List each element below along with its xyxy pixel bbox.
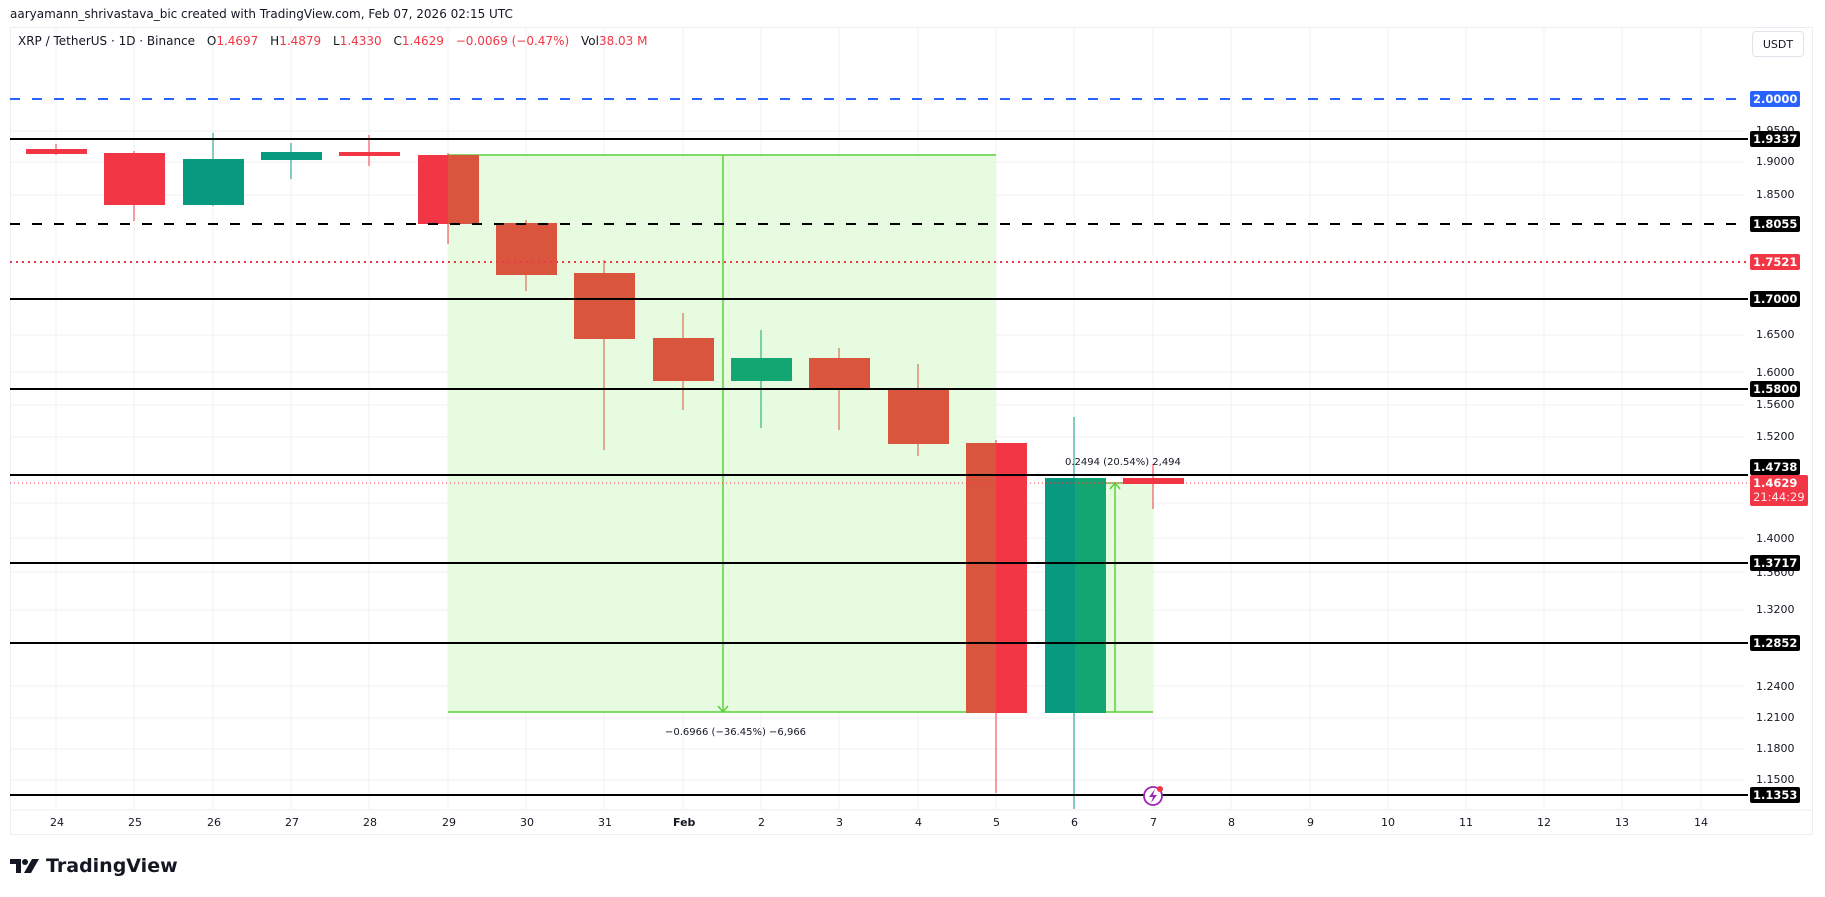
price-tag-1-2852: 1.2852 — [1750, 635, 1801, 651]
time-tick: 30 — [520, 816, 534, 829]
price-tick: 1.6000 — [1756, 366, 1795, 379]
time-tick: 11 — [1459, 816, 1473, 829]
high-label: H — [270, 34, 280, 48]
tradingview-logo-icon — [10, 859, 39, 873]
price-tick: 1.6500 — [1756, 328, 1795, 341]
price-tick: 1.4000 — [1756, 532, 1795, 545]
change-value: −0.0069 (−0.47%) — [455, 34, 570, 48]
close-label: C — [393, 34, 402, 48]
time-tick: 27 — [285, 816, 299, 829]
time-tick: 24 — [50, 816, 64, 829]
time-tick: 3 — [836, 816, 843, 829]
price-tick: 1.1500 — [1756, 773, 1795, 786]
tradingview-logo[interactable]: TradingView — [10, 855, 178, 877]
symbol-legend: XRP / TetherUS · 1D · Binance O1.4697 H1… — [18, 34, 647, 48]
price-tag-2-0000: 2.0000 — [1750, 91, 1801, 107]
tradingview-logo-text: TradingView — [46, 855, 178, 877]
price-tag-1-7000: 1.7000 — [1750, 291, 1801, 307]
symbol-title[interactable]: XRP / TetherUS · 1D · Binance — [18, 34, 196, 48]
time-tick: 31 — [598, 816, 612, 829]
currency-button[interactable]: USDT — [1752, 31, 1804, 57]
price-tick: 1.9000 — [1756, 155, 1795, 168]
last-price-value: 1.4629 — [1753, 476, 1798, 490]
time-tick: 29 — [442, 816, 456, 829]
price-tag-1-5800: 1.5800 — [1750, 381, 1801, 397]
price-tick: 1.5200 — [1756, 430, 1795, 443]
open-label: O — [206, 34, 217, 48]
price-tag-1-1353: 1.1353 — [1750, 787, 1801, 803]
lightning-event-icon[interactable] — [1143, 786, 1163, 806]
time-tick: 13 — [1615, 816, 1629, 829]
last-price-tag: 1.4629 21:44:29 — [1750, 475, 1808, 506]
price-tick: 1.3200 — [1756, 603, 1795, 616]
measure-down-label: −0.6966 (−36.45%) −6,966 — [665, 727, 807, 738]
time-tick: 7 — [1150, 816, 1157, 829]
time-tick: 12 — [1537, 816, 1551, 829]
time-tick: 28 — [363, 816, 377, 829]
price-tick: 1.8500 — [1756, 188, 1795, 201]
time-tick: 2 — [758, 816, 765, 829]
chart-frame — [10, 27, 1813, 835]
time-tick: 25 — [128, 816, 142, 829]
price-tick: 1.5600 — [1756, 398, 1795, 411]
close-value: 1.4629 — [401, 34, 444, 48]
price-tick: 1.2100 — [1756, 711, 1795, 724]
low-value: 1.4330 — [339, 34, 382, 48]
time-tick: 6 — [1071, 816, 1078, 829]
candles[interactable] — [26, 133, 1184, 809]
time-tick: 8 — [1228, 816, 1235, 829]
bar-countdown: 21:44:29 — [1753, 490, 1805, 504]
volume-value: 38.03 M — [598, 34, 648, 48]
time-tick-month: Feb — [673, 816, 696, 829]
time-tick: 14 — [1694, 816, 1708, 829]
price-tag-1-7521: 1.7521 — [1750, 254, 1801, 270]
price-tag-1-3717: 1.3717 — [1750, 555, 1801, 571]
high-value: 1.4879 — [279, 34, 322, 48]
time-tick: 26 — [207, 816, 221, 829]
time-tick: 5 — [993, 816, 1000, 829]
time-tick: 9 — [1307, 816, 1314, 829]
time-tick: 4 — [915, 816, 922, 829]
volume-label: Vol — [580, 34, 599, 48]
price-tag-1-4738: 1.4738 — [1750, 459, 1801, 475]
price-tag-1-9337: 1.9337 — [1750, 131, 1801, 147]
price-tick: 1.2400 — [1756, 680, 1795, 693]
open-value: 1.4697 — [216, 34, 259, 48]
horizontal-levels[interactable] — [10, 98, 1748, 796]
measure-up-label: 0.2494 (20.54%) 2,494 — [1065, 457, 1181, 468]
price-tick: 1.1800 — [1756, 742, 1795, 755]
chart-credit: aaryamann_shrivastava_bic created with T… — [10, 7, 513, 21]
low-label: L — [333, 34, 340, 48]
time-tick: 10 — [1381, 816, 1395, 829]
price-tag-1-8055: 1.8055 — [1750, 216, 1801, 232]
